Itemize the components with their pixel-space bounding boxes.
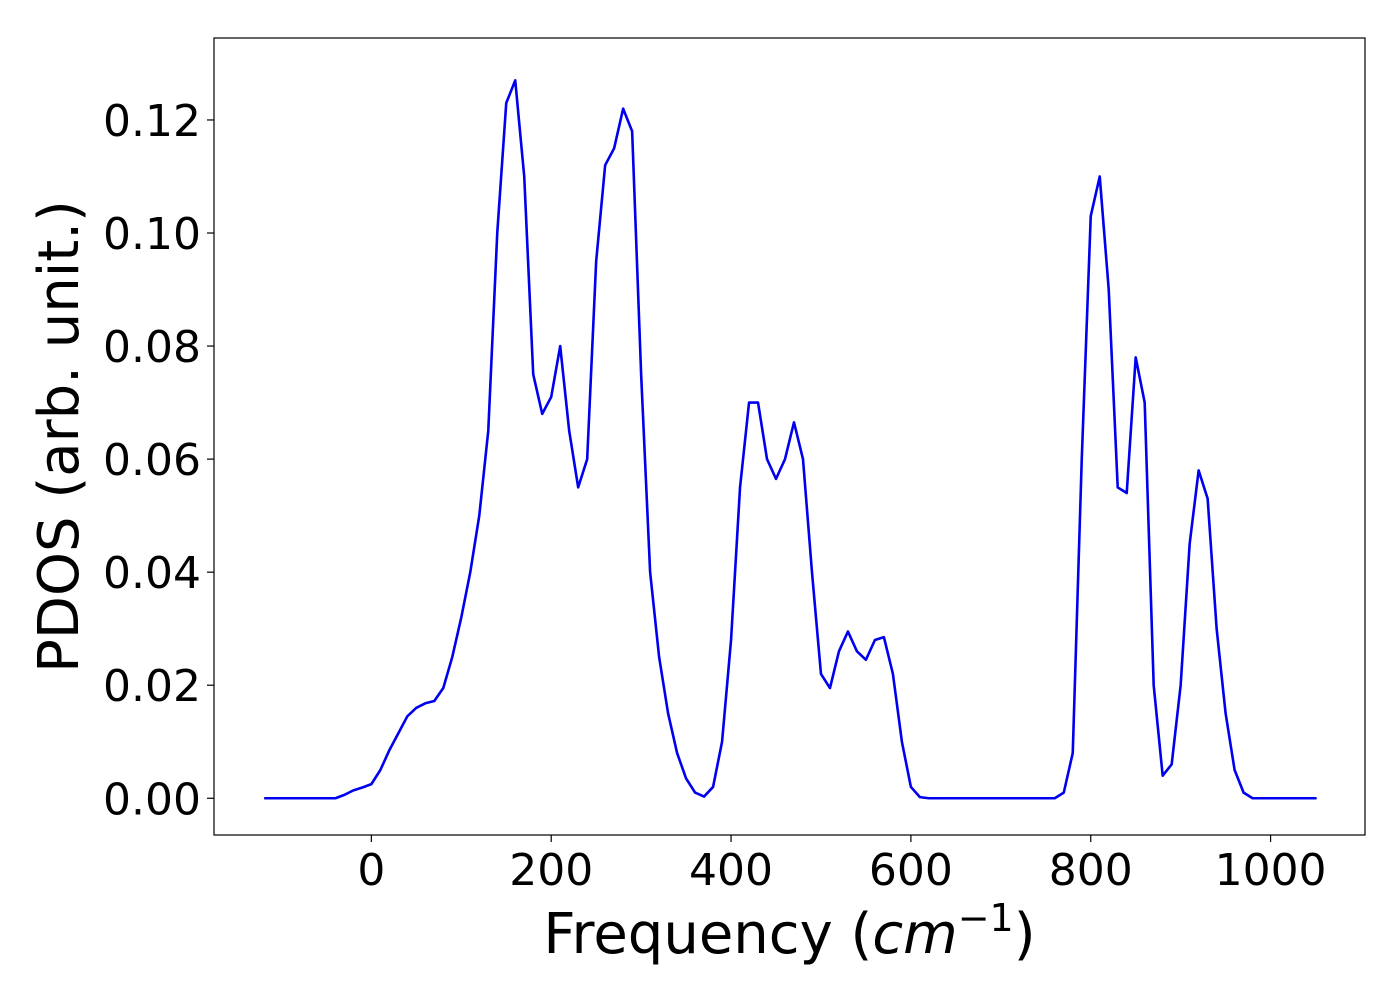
pdos-series-line bbox=[263, 79, 1317, 800]
y-tick-label: 0.00 bbox=[103, 774, 201, 825]
x-axis: 0 200 400 600 800 1000 bbox=[357, 835, 1327, 896]
y-tick-label: 0.08 bbox=[103, 322, 201, 373]
y-tick-label: 0.06 bbox=[103, 435, 201, 486]
plot-area bbox=[213, 37, 1366, 836]
plot-frame bbox=[213, 37, 1366, 836]
y-tick-label: 0.12 bbox=[103, 96, 201, 147]
x-tick-label: 0 bbox=[357, 845, 385, 896]
y-tick-label: 0.02 bbox=[103, 661, 201, 712]
x-tick-label: 800 bbox=[1049, 845, 1133, 896]
y-axis: 0.00 0.02 0.04 0.06 0.08 0.10 0.12 bbox=[103, 96, 214, 825]
x-tick-label: 400 bbox=[689, 845, 773, 896]
y-tick-label: 0.04 bbox=[103, 548, 201, 599]
y-tick-label: 0.10 bbox=[103, 209, 201, 260]
x-tick-label: 200 bbox=[509, 845, 593, 896]
x-tick-label: 600 bbox=[869, 845, 953, 896]
x-axis-label: Frequency (cm−1) bbox=[543, 896, 1035, 967]
y-axis-label: PDOS (arb. unit.) bbox=[27, 200, 92, 673]
x-tick-label: 1000 bbox=[1215, 845, 1327, 896]
